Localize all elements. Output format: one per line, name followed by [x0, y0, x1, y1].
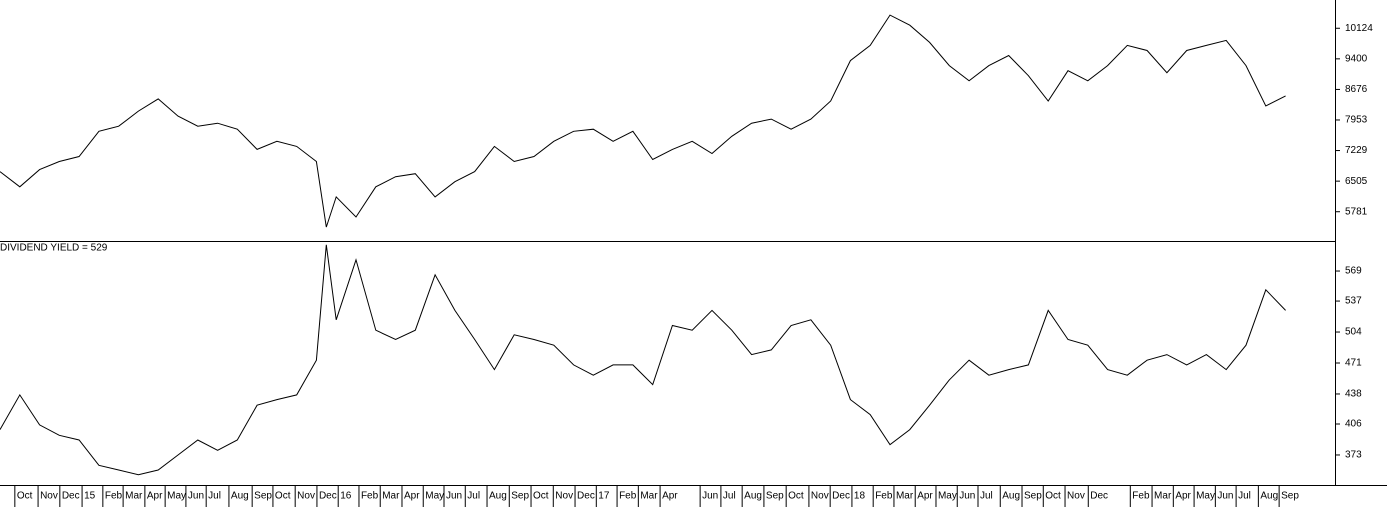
x-tick-label: Mar [640, 491, 658, 502]
x-tick-label: Apr [662, 491, 678, 502]
x-tick-label: Aug [744, 491, 762, 502]
price-line [0, 244, 1286, 476]
x-tick-label: Apr [404, 491, 420, 502]
x-tick-label: Aug [231, 491, 249, 502]
x-tick-label: Jun [702, 491, 718, 502]
y-tick-label: 569 [1345, 266, 1362, 277]
x-tick-label: Mar [896, 491, 914, 502]
x-tick-label: Oct [1045, 491, 1061, 502]
x-tick-label: May [938, 491, 957, 502]
x-tick-label: Apr [147, 491, 163, 502]
x-tick-label: Nov [40, 491, 58, 502]
x-tick-label: May [1196, 491, 1215, 502]
x-tick-label: 17 [598, 491, 610, 502]
x-tick-label: Jul [723, 491, 736, 502]
x-tick-label: 15 [84, 491, 96, 502]
y-tick-label: 537 [1345, 296, 1362, 307]
y-tick-label: 9400 [1345, 53, 1368, 64]
x-tick-label: 16 [340, 491, 352, 502]
y-tick-label: 373 [1345, 450, 1362, 461]
y-tick-label: 7229 [1345, 145, 1368, 156]
x-tick-label: Feb [361, 491, 379, 502]
x-tick-label: Feb [105, 491, 123, 502]
x-tick-label: 18 [854, 491, 866, 502]
y-tick-label: 438 [1345, 389, 1362, 400]
x-tick-label: Sep [254, 491, 272, 502]
x-tick-label: Dec [832, 491, 850, 502]
x-tick-label: Mar [382, 491, 400, 502]
y-tick-label: 10124 [1345, 23, 1373, 34]
x-tick-label: Nov [555, 491, 573, 502]
price-line [0, 14, 1286, 228]
x-tick-label: Dec [319, 491, 337, 502]
x-tick-label: Oct [788, 491, 804, 502]
x-tick-label: Sep [1024, 491, 1042, 502]
x-tick-label: Jul [467, 491, 480, 502]
x-tick-label: Jul [208, 491, 221, 502]
x-tick-label: Jun [188, 491, 204, 502]
x-tick-label: Sep [766, 491, 784, 502]
y-tick-label: 5781 [1345, 206, 1368, 217]
x-tick-label: Oct [533, 491, 549, 502]
x-tick-label: Mar [1154, 491, 1172, 502]
x-tick-label: Feb [1132, 491, 1150, 502]
y-tick-label: 7953 [1345, 115, 1368, 126]
x-tick-label: Dec [1090, 491, 1108, 502]
x-tick-label: Sep [511, 491, 529, 502]
y-tick-label: 8676 [1345, 84, 1368, 95]
x-tick-label: Oct [17, 491, 33, 502]
x-tick-label: Jul [980, 491, 993, 502]
x-tick-label: Jul [1238, 491, 1251, 502]
x-tick-label: Aug [1002, 491, 1020, 502]
x-tick-label: May [167, 491, 186, 502]
x-tick-label: Mar [125, 491, 143, 502]
x-tick-label: Apr [1175, 491, 1191, 502]
x-tick-label: Nov [297, 491, 315, 502]
x-tick-label: Dec [577, 491, 595, 502]
x-tick-label: Jun [959, 491, 975, 502]
x-tick-label: Apr [917, 491, 933, 502]
y-tick-label: 6505 [1345, 176, 1368, 187]
x-tick-label: Feb [875, 491, 893, 502]
x-tick-label: Jun [446, 491, 462, 502]
x-tick-label: Sep [1281, 491, 1299, 502]
x-tick-label: Dec [62, 491, 80, 502]
panel-label: DIVIDEND YIELD = 529 [0, 243, 108, 254]
y-tick-label: 471 [1345, 358, 1362, 369]
x-tick-label: Aug [1260, 491, 1278, 502]
x-tick-label: Feb [619, 491, 637, 502]
y-tick-label: 406 [1345, 419, 1362, 430]
y-tick-label: 504 [1345, 327, 1362, 338]
x-tick-label: Oct [275, 491, 291, 502]
x-tick-label: Aug [489, 491, 507, 502]
x-tick-label: May [425, 491, 444, 502]
x-tick-label: Nov [1067, 491, 1085, 502]
x-tick-label: Nov [811, 491, 829, 502]
x-tick-label: Jun [1217, 491, 1233, 502]
